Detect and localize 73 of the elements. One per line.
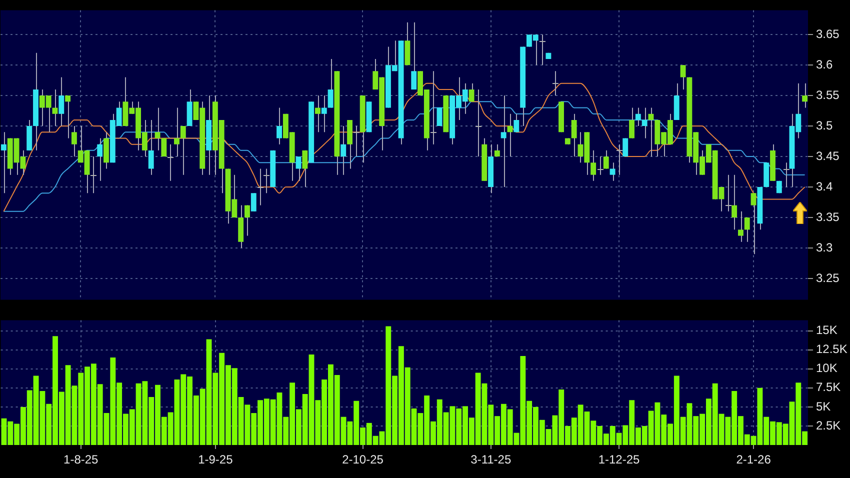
y-tick-label: 5K [816,399,831,414]
candlestick [174,107,180,158]
candlestick [154,107,160,151]
y-tick-label: 3.6 [816,57,834,72]
candlestick [257,168,264,206]
candlestick [321,95,327,133]
y-tick-label: 3.35 [816,210,840,224]
candlestick [263,168,270,194]
candlestick [539,34,546,66]
x-tick-label: 2-10-25 [342,452,384,467]
x-tick-label: 3-11-25 [470,452,512,467]
candlestick [0,132,6,194]
x-tick-label: 1-12-25 [598,452,640,467]
candlestick [514,113,520,133]
candlestick [436,107,442,127]
x-tick-label: 1-9-25 [198,452,234,467]
candlestick [328,58,334,108]
candlestick [635,107,641,127]
candlestick [616,144,623,176]
candlestick [750,192,756,255]
candlestick [97,138,103,182]
candlestick [680,64,686,90]
candlestick [642,107,648,139]
y-tick-label: 3.65 [816,26,840,41]
candlestick [411,22,417,90]
x-tick-label: 1-8-25 [64,452,99,467]
y-tick-label: 15K [816,323,838,338]
y-tick-label: 10K [816,361,838,376]
y-tick-label: 3.55 [816,88,840,102]
candlestick [552,70,559,96]
candlestick [244,204,250,236]
candlestick [571,113,577,158]
candlestick [610,162,616,182]
candlestick [597,156,604,176]
candlestick [161,138,167,158]
candlestick [340,126,346,176]
candlestick [315,95,320,133]
candlestick [148,119,154,176]
candlestick [180,126,186,176]
candlestick [648,107,654,158]
candlestick [296,156,302,182]
candlestick [744,216,750,242]
candlestick [603,150,609,170]
candlestick [468,82,474,102]
candlestick [783,162,790,188]
candlestick [353,126,360,158]
y-tick-label: 12.5K [816,342,848,356]
candlestick [276,107,282,145]
y-tick-label: 3.25 [816,270,840,285]
candlestick [500,95,506,188]
candlestick [494,144,500,158]
candlestick [250,192,256,212]
y-tick-label: 7.5K [816,380,841,394]
candlestick [167,144,174,182]
candlestick [90,156,97,194]
y-tick-label: 3.3 [816,240,834,254]
candlestick [802,82,808,108]
y-tick-label: 3.5 [816,118,834,132]
candlestick [65,95,71,139]
candlestick [629,107,634,139]
candlestick [430,70,437,145]
candlestick [738,210,744,242]
x-tick-label: 2-1-26 [736,452,772,467]
candlestick [507,113,513,158]
candlestick [302,150,308,188]
candlestick [58,76,64,127]
candlestick [71,126,77,158]
candlestick [475,88,482,158]
y-tick-label: 3.45 [816,148,840,163]
candlestick [725,174,732,212]
candlestick [52,88,58,127]
y-tick-label: 2.5K [816,418,841,432]
y-tick-label: 3.4 [816,179,834,194]
